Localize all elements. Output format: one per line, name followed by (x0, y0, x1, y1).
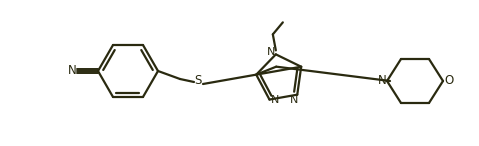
Text: O: O (445, 74, 454, 87)
Text: N: N (68, 65, 76, 78)
Text: N: N (271, 95, 280, 105)
Text: N: N (267, 47, 275, 57)
Text: N: N (290, 95, 298, 105)
Text: S: S (194, 74, 202, 87)
Text: N: N (377, 74, 387, 87)
